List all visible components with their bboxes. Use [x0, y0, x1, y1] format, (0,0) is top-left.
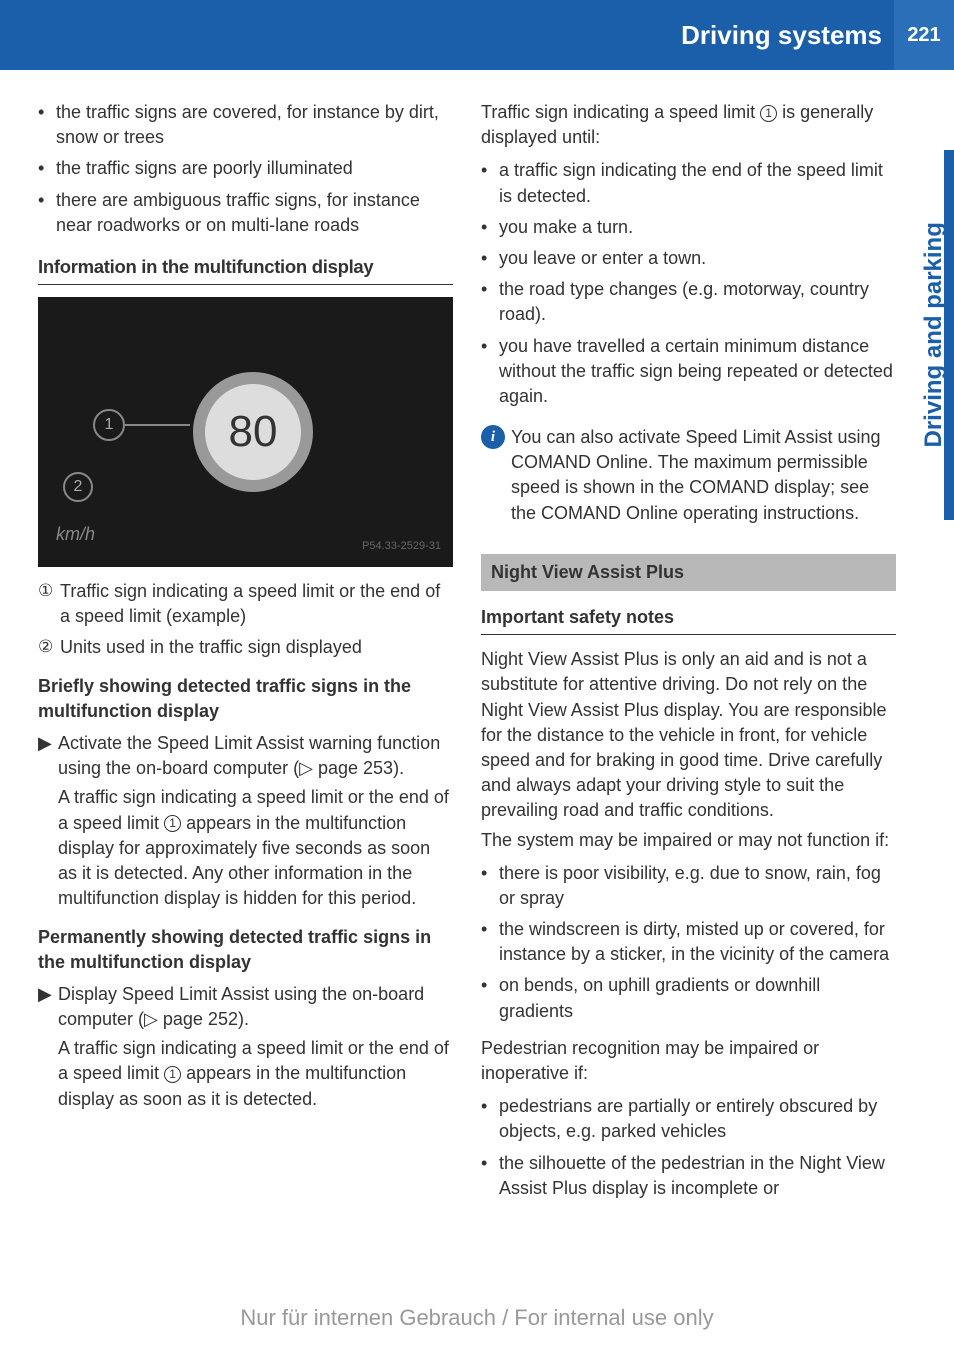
list-item: a traffic sign indicating the end of the… [499, 158, 896, 208]
list-item: the windscreen is dirty, misted up or co… [499, 917, 896, 967]
list-item: there is poor visibility, e.g. due to sn… [499, 861, 896, 911]
list-item: the road type changes (e.g. motorway, co… [499, 277, 896, 327]
left-column: the traffic signs are covered, for insta… [38, 100, 453, 1213]
list-item: you make a turn. [499, 215, 896, 240]
arrow-icon: ▶ [38, 731, 58, 911]
circled-ref: 1 [760, 105, 777, 122]
safety-heading: Important safety notes [481, 605, 896, 635]
legend-item: ① Traffic sign indicating a speed limit … [38, 579, 453, 629]
list-item: pedestrians are partially or entirely ob… [499, 1094, 896, 1144]
legend-number: ② [38, 635, 60, 660]
right-column: Traffic sign indicating a speed limit 1 … [481, 100, 896, 1213]
instruction-body: Activate the Speed Limit Assist warning … [58, 731, 453, 911]
chapter-side-tab: Driving and parking [914, 150, 954, 520]
sub-heading: Permanently showing detected traffic sig… [38, 925, 453, 974]
intro-paragraph: Traffic sign indicating a speed limit 1 … [481, 100, 896, 150]
legend-item: ② Units used in the traffic sign display… [38, 635, 453, 660]
list-item: the traffic signs are covered, for insta… [56, 100, 453, 150]
safety-bullet-list-2: pedestrians are partially or entirely ob… [481, 1094, 896, 1201]
legend-number: ① [38, 579, 60, 629]
kmh-label: km/h [56, 522, 95, 547]
arrow-icon: ▶ [38, 982, 58, 1112]
callout-line [125, 424, 190, 426]
safety-bullet-list: there is poor visibility, e.g. due to sn… [481, 861, 896, 1024]
info-note: i You can also activate Speed Limit Assi… [481, 425, 896, 526]
legend-text: Traffic sign indicating a speed limit or… [60, 579, 453, 629]
side-tab-text: Driving and parking [917, 222, 951, 447]
list-item: on bends, on uphill gradients or downhil… [499, 973, 896, 1023]
page-ref: (▷ page 253). [293, 758, 404, 778]
list-item: you leave or enter a town. [499, 246, 896, 271]
safety-paragraph: The system may be impaired or may not fu… [481, 828, 896, 853]
info-icon: i [481, 425, 505, 449]
instruction-continuation: A traffic sign indicating a speed limit … [58, 785, 453, 911]
instruction-item: ▶ Activate the Speed Limit Assist warnin… [38, 731, 453, 911]
info-text: You can also activate Speed Limit Assist… [511, 425, 896, 526]
header-title: Driving systems [681, 17, 882, 53]
instruction-body: Display Speed Limit Assist using the on-… [58, 982, 453, 1112]
multifunction-display-figure: 1 80 2 km/h P54.33-2529-31 [38, 297, 453, 567]
safety-paragraph: Pedestrian recognition may be impaired o… [481, 1036, 896, 1086]
page-header: Driving systems 221 [0, 0, 954, 70]
list-item: the silhouette of the pedestrian in the … [499, 1151, 896, 1201]
page-number: 221 [894, 0, 954, 70]
page-ref: (▷ page 252). [138, 1009, 249, 1029]
footer-watermark: Nur für internen Gebrauch / For internal… [0, 1303, 954, 1334]
legend-text: Units used in the traffic sign displayed [60, 635, 362, 660]
list-item: there are ambiguous traffic signs, for i… [56, 188, 453, 238]
content-area: the traffic signs are covered, for insta… [0, 70, 954, 1213]
sub-heading: Briefly showing detected traffic signs i… [38, 674, 453, 723]
gray-section-heading: Night View Assist Plus [481, 554, 896, 591]
list-item: the traffic signs are poorly illuminated [56, 156, 453, 181]
callout-marker-2: 2 [63, 472, 93, 502]
circled-ref: 1 [164, 1066, 181, 1083]
circled-ref: 1 [164, 815, 181, 832]
list-item: you have travelled a certain minimum dis… [499, 334, 896, 410]
image-code: P54.33-2529-31 [362, 539, 441, 554]
condition-bullet-list: a traffic sign indicating the end of the… [481, 158, 896, 409]
safety-paragraph: Night View Assist Plus is only an aid an… [481, 647, 896, 823]
speed-sign-graphic: 80 [193, 372, 313, 492]
top-bullet-list: the traffic signs are covered, for insta… [38, 100, 453, 238]
section-heading: Information in the multifunction display [38, 254, 453, 285]
instruction-continuation: A traffic sign indicating a speed limit … [58, 1036, 453, 1112]
callout-marker-1: 1 [93, 409, 125, 441]
instruction-item: ▶ Display Speed Limit Assist using the o… [38, 982, 453, 1112]
